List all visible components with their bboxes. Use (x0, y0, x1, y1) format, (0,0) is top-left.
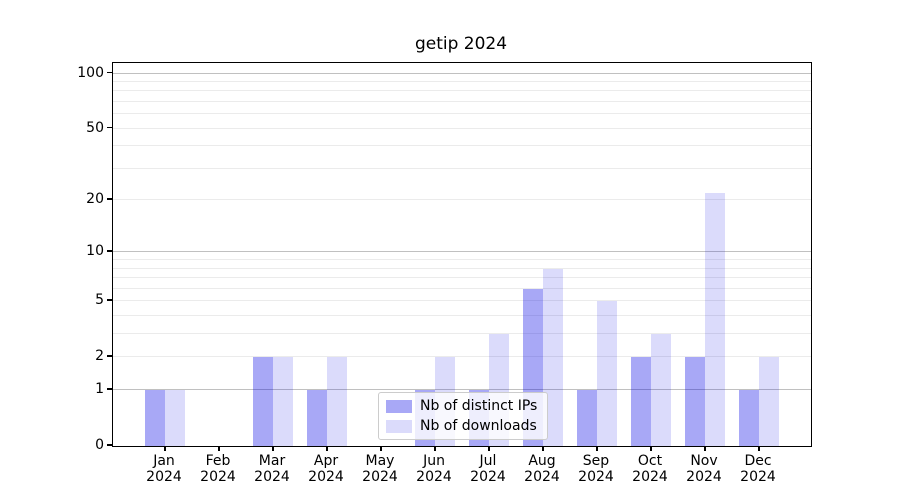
bar-distinct-ips (685, 357, 705, 446)
minor-gridline (113, 300, 811, 302)
bar-distinct-ips (739, 390, 759, 446)
x-tick-label: Jul 2024 (470, 453, 506, 485)
x-tick-mark (164, 446, 166, 451)
bar-distinct-ips (253, 357, 273, 446)
legend-label-distinct-ips: Nb of distinct IPs (420, 398, 538, 414)
x-tick-label: Aug 2024 (524, 453, 560, 485)
y-tick-mark (107, 388, 112, 390)
y-tick-label: 2 (95, 348, 104, 365)
x-tick-mark (758, 446, 760, 451)
legend: Nb of distinct IPs Nb of downloads (378, 392, 548, 440)
x-tick-label: Oct 2024 (632, 453, 668, 485)
bar-downloads (327, 357, 347, 446)
y-tick-mark (107, 126, 112, 129)
bar-downloads (273, 357, 293, 446)
minor-gridline (113, 199, 811, 201)
minor-gridline (113, 90, 811, 92)
x-tick-mark (704, 446, 706, 451)
y-tick-label: 5 (95, 292, 104, 309)
plot-area (112, 62, 812, 447)
minor-gridline (113, 259, 811, 261)
minor-gridline (113, 80, 811, 82)
bar-downloads (705, 192, 725, 446)
minor-gridline (113, 145, 811, 147)
y-tick-label: 50 (86, 119, 104, 136)
x-tick-mark (380, 446, 382, 451)
x-tick-mark (488, 446, 490, 451)
minor-gridline (113, 167, 811, 169)
y-tick-mark (107, 299, 112, 301)
major-gridline (113, 251, 811, 253)
bar-downloads (543, 268, 563, 446)
bar-downloads (597, 301, 617, 446)
y-tick-mark (107, 444, 112, 446)
legend-entry-downloads: Nb of downloads (386, 418, 540, 434)
x-tick-mark (650, 446, 652, 451)
x-tick-mark (326, 446, 328, 451)
minor-gridline (113, 356, 811, 358)
y-tick-mark (107, 198, 112, 200)
bar-distinct-ips (145, 390, 165, 446)
y-tick-label: 100 (77, 64, 104, 81)
minor-gridline (113, 277, 811, 279)
minor-gridline (113, 127, 811, 129)
x-tick-label: May 2024 (362, 453, 398, 485)
x-tick-label: Dec 2024 (740, 453, 776, 485)
minor-gridline (113, 333, 811, 335)
x-tick-label: Mar 2024 (254, 453, 290, 485)
y-tick-label: 20 (86, 191, 104, 208)
y-tick-label: 10 (86, 243, 104, 260)
x-tick-mark (272, 446, 274, 451)
x-tick-label: Feb 2024 (200, 453, 236, 485)
y-tick-mark (107, 71, 112, 73)
bar-distinct-ips (577, 390, 597, 446)
bar-downloads (651, 334, 671, 446)
x-tick-label: Nov 2024 (686, 453, 722, 485)
x-tick-label: Jan 2024 (146, 453, 182, 485)
minor-gridline (113, 287, 811, 289)
major-gridline (113, 389, 811, 391)
x-tick-mark (434, 446, 436, 451)
legend-label-downloads: Nb of downloads (420, 418, 537, 434)
bar-distinct-ips (307, 390, 327, 446)
chart-title: getip 2024 (414, 34, 508, 54)
x-tick-mark (596, 446, 598, 451)
minor-gridline (113, 315, 811, 317)
legend-swatch-downloads (386, 419, 412, 433)
major-gridline (113, 72, 811, 74)
bar-distinct-ips (631, 357, 651, 446)
bar-downloads (759, 357, 779, 446)
x-tick-label: Jun 2024 (416, 453, 452, 485)
x-tick-mark (542, 446, 544, 451)
y-tick-mark (107, 355, 112, 357)
y-tick-label: 1 (95, 381, 104, 398)
y-tick-label: 0 (95, 437, 104, 453)
legend-entry-distinct-ips: Nb of distinct IPs (386, 398, 540, 414)
y-tick-mark (107, 250, 112, 252)
x-tick-label: Apr 2024 (308, 453, 344, 485)
x-tick-label: Sep 2024 (578, 453, 614, 485)
x-tick-mark (218, 446, 220, 451)
bar-downloads (165, 390, 185, 446)
minor-gridline (113, 100, 811, 102)
minor-gridline (113, 113, 811, 115)
legend-swatch-distinct-ips (386, 399, 412, 413)
minor-gridline (113, 267, 811, 269)
